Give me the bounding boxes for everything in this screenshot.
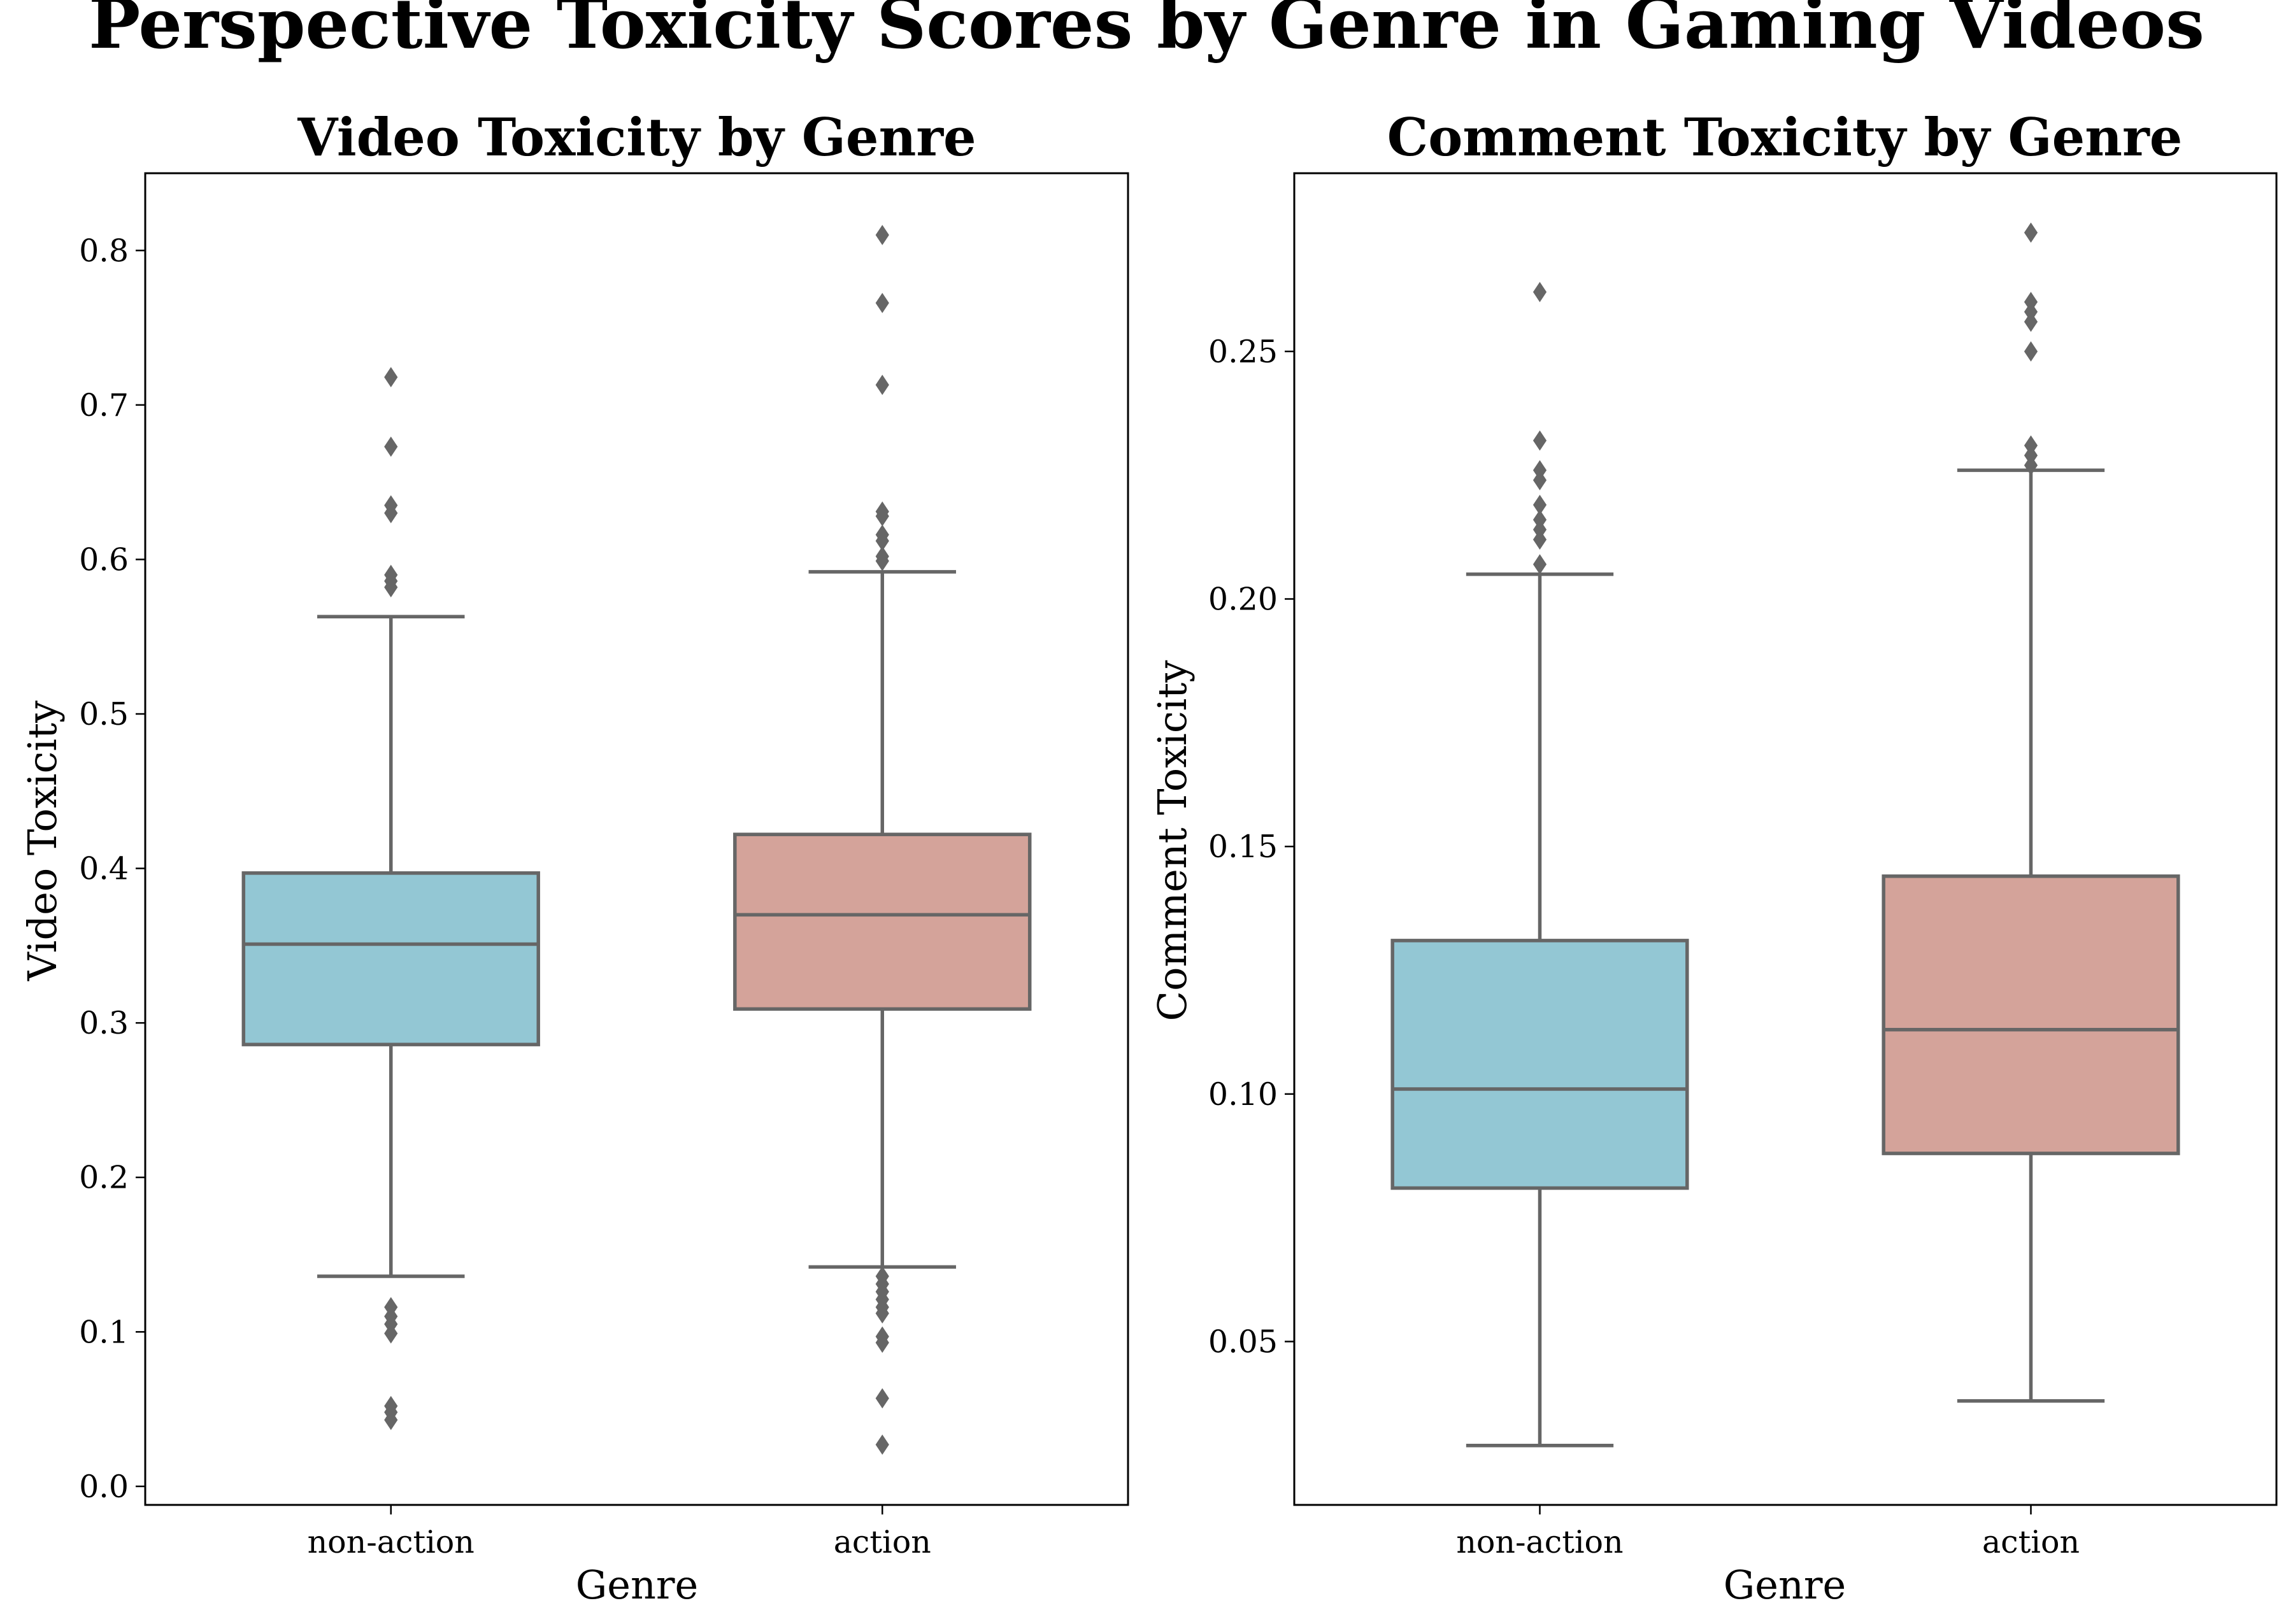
x-tick-label: action bbox=[1982, 1524, 2080, 1560]
y-axis-label: Comment Toxicity bbox=[1149, 660, 1196, 1022]
outlier-point bbox=[1532, 281, 1547, 303]
y-tick-label: 0.5 bbox=[79, 696, 129, 732]
outlier-point bbox=[875, 1388, 889, 1409]
y-tick-label: 0.15 bbox=[1208, 829, 1278, 865]
figure-title: Perspective Toxicity Scores by Genre in … bbox=[89, 0, 2204, 64]
plot-area: 0.05 0.10 0.15 0.20 0.25 non-action action bbox=[1208, 172, 2278, 1560]
chart-title: Comment Toxicity by Genre bbox=[1387, 108, 2183, 168]
x-axis-label: Genre bbox=[576, 1562, 698, 1608]
outlier-point bbox=[875, 292, 889, 313]
box-non-action bbox=[1390, 281, 1689, 1448]
outlier-point bbox=[1532, 529, 1547, 550]
outlier-point bbox=[875, 1303, 889, 1324]
outlier-point bbox=[384, 436, 398, 457]
box-iqr bbox=[1390, 939, 1689, 1190]
axes-frame bbox=[1293, 172, 2278, 1506]
y-tick-label: 0.25 bbox=[1208, 334, 1278, 370]
outlier-point bbox=[2024, 311, 2038, 332]
y-tick-label: 0.0 bbox=[79, 1469, 129, 1505]
box-action bbox=[1882, 222, 2180, 1403]
outlier-point bbox=[2024, 455, 2038, 476]
box-action bbox=[733, 225, 1032, 1455]
y-axis-label: Video Toxicity bbox=[19, 701, 66, 981]
x-tick-label: action bbox=[834, 1524, 931, 1560]
chart-video-toxicity: Video Toxicity by Genre Genre Video Toxi… bbox=[19, 108, 1129, 1608]
box-iqr bbox=[241, 871, 540, 1046]
outlier-point bbox=[384, 577, 398, 598]
outlier-point bbox=[384, 1323, 398, 1344]
y-tick-label: 0.7 bbox=[79, 387, 129, 424]
outlier-point bbox=[384, 367, 398, 388]
y-tick-label: 0.8 bbox=[79, 232, 129, 269]
x-tick-label: non-action bbox=[308, 1524, 475, 1560]
chart-comment-toxicity: Comment Toxicity by Genre Genre Comment … bbox=[1149, 108, 2278, 1608]
outlier-point bbox=[875, 225, 889, 245]
y-tick-label: 0.10 bbox=[1208, 1076, 1278, 1113]
outlier-point bbox=[2024, 222, 2038, 243]
y-tick-label: 0.6 bbox=[79, 541, 129, 578]
box-iqr bbox=[1882, 874, 2180, 1155]
box-non-action bbox=[241, 367, 540, 1430]
y-tick-label: 0.2 bbox=[79, 1160, 129, 1196]
y-tick-label: 0.20 bbox=[1208, 581, 1278, 617]
x-tick-label: non-action bbox=[1456, 1524, 1623, 1560]
outlier-point bbox=[875, 374, 889, 395]
y-tick-label: 0.3 bbox=[79, 1005, 129, 1041]
outlier-point bbox=[2024, 341, 2038, 362]
x-axis-label: Genre bbox=[1724, 1562, 1846, 1608]
outlier-point bbox=[875, 1434, 889, 1455]
outlier-point bbox=[875, 550, 889, 571]
chart-title: Video Toxicity by Genre bbox=[297, 108, 976, 168]
plot-area: 0.0 0.1 0.2 0.3 0.4 0.5 0.6 0.7 0.8 non-action act… bbox=[79, 172, 1129, 1560]
y-tick-label: 0.05 bbox=[1208, 1323, 1278, 1360]
y-tick-label: 0.1 bbox=[79, 1314, 129, 1350]
outlier-point bbox=[1532, 430, 1547, 451]
box-iqr bbox=[733, 832, 1032, 1011]
axes-frame bbox=[144, 172, 1129, 1506]
outlier-point bbox=[875, 1332, 889, 1353]
outlier-point bbox=[384, 502, 398, 524]
y-tick-label: 0.4 bbox=[79, 851, 129, 887]
outlier-point bbox=[384, 1409, 398, 1430]
outlier-point bbox=[1532, 554, 1547, 574]
outlier-point bbox=[1532, 470, 1547, 490]
